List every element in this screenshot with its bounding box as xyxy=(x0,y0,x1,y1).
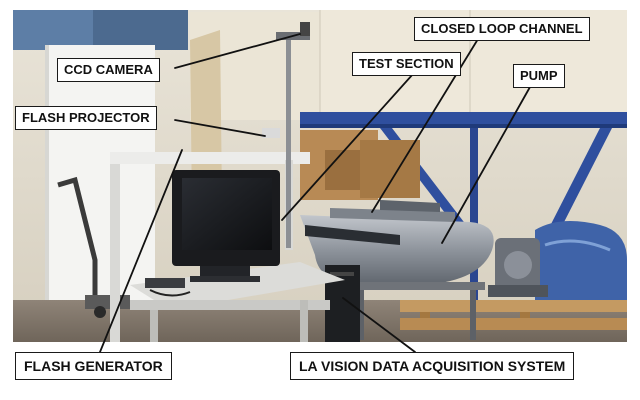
leader-lines xyxy=(99,33,531,353)
leader-flash-generator xyxy=(99,149,183,353)
label-flash-projector: FLASH PROJECTOR xyxy=(15,106,157,130)
label-test-section: TEST SECTION xyxy=(352,52,461,76)
label-la-vision-data-acquisition-system: LA VISION DATA ACQUISITION SYSTEM xyxy=(290,352,575,380)
leader-test-section xyxy=(281,73,414,221)
label-flash-generator: FLASH GENERATOR xyxy=(15,352,172,380)
label-ccd-camera: CCD CAMERA xyxy=(57,58,160,82)
leader-la-vision xyxy=(342,297,416,353)
leader-ccd-camera xyxy=(174,33,301,69)
leader-flash-projector xyxy=(174,119,266,137)
leader-pump xyxy=(441,86,531,244)
label-closed-loop-channel: CLOSED LOOP CHANNEL xyxy=(414,17,590,41)
label-pump: PUMP xyxy=(513,64,565,88)
